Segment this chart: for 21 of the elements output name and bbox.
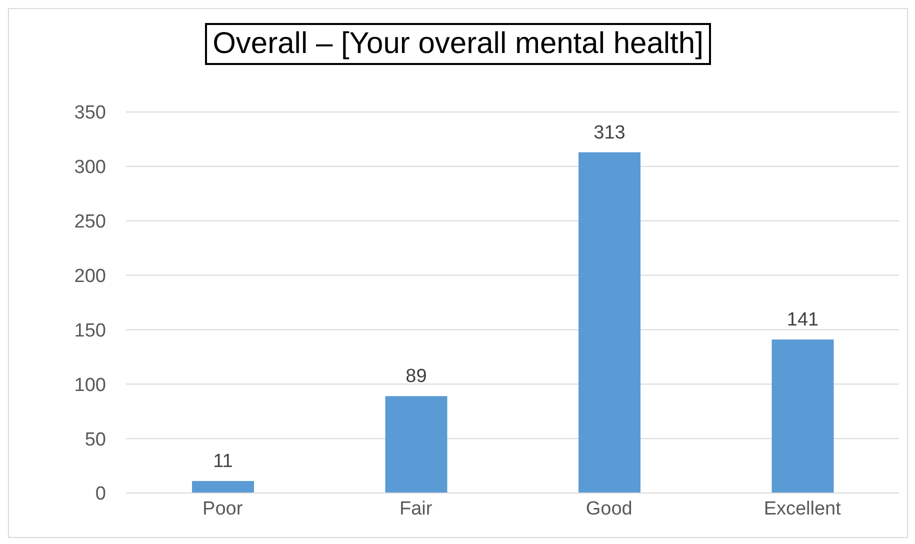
x-tick-label: Poor: [202, 498, 244, 520]
y-tick-label: 150: [74, 320, 106, 342]
data-label: 141: [786, 310, 819, 331]
y-tick-label: 300: [74, 157, 106, 178]
y-tick-label: 200: [74, 266, 106, 288]
data-label: 11: [213, 451, 233, 472]
data-label: 313: [594, 122, 626, 144]
x-tick-label: Fair: [400, 498, 433, 520]
y-tick-label: 250: [74, 212, 106, 233]
y-tick-label: 50: [84, 429, 106, 450]
y-tick-label: 0: [95, 484, 106, 505]
x-tick-label: Good: [586, 498, 632, 520]
data-label: 89: [406, 366, 427, 388]
x-tick-label: Excellent: [764, 498, 842, 520]
bar: [772, 340, 834, 493]
y-tick-label: 350: [74, 102, 106, 124]
bar: [192, 481, 254, 493]
y-tick-label: 100: [74, 374, 106, 396]
bar: [385, 396, 448, 493]
chart-title: Overall – [Your overall mental health]: [204, 23, 712, 65]
bar: [578, 152, 640, 493]
